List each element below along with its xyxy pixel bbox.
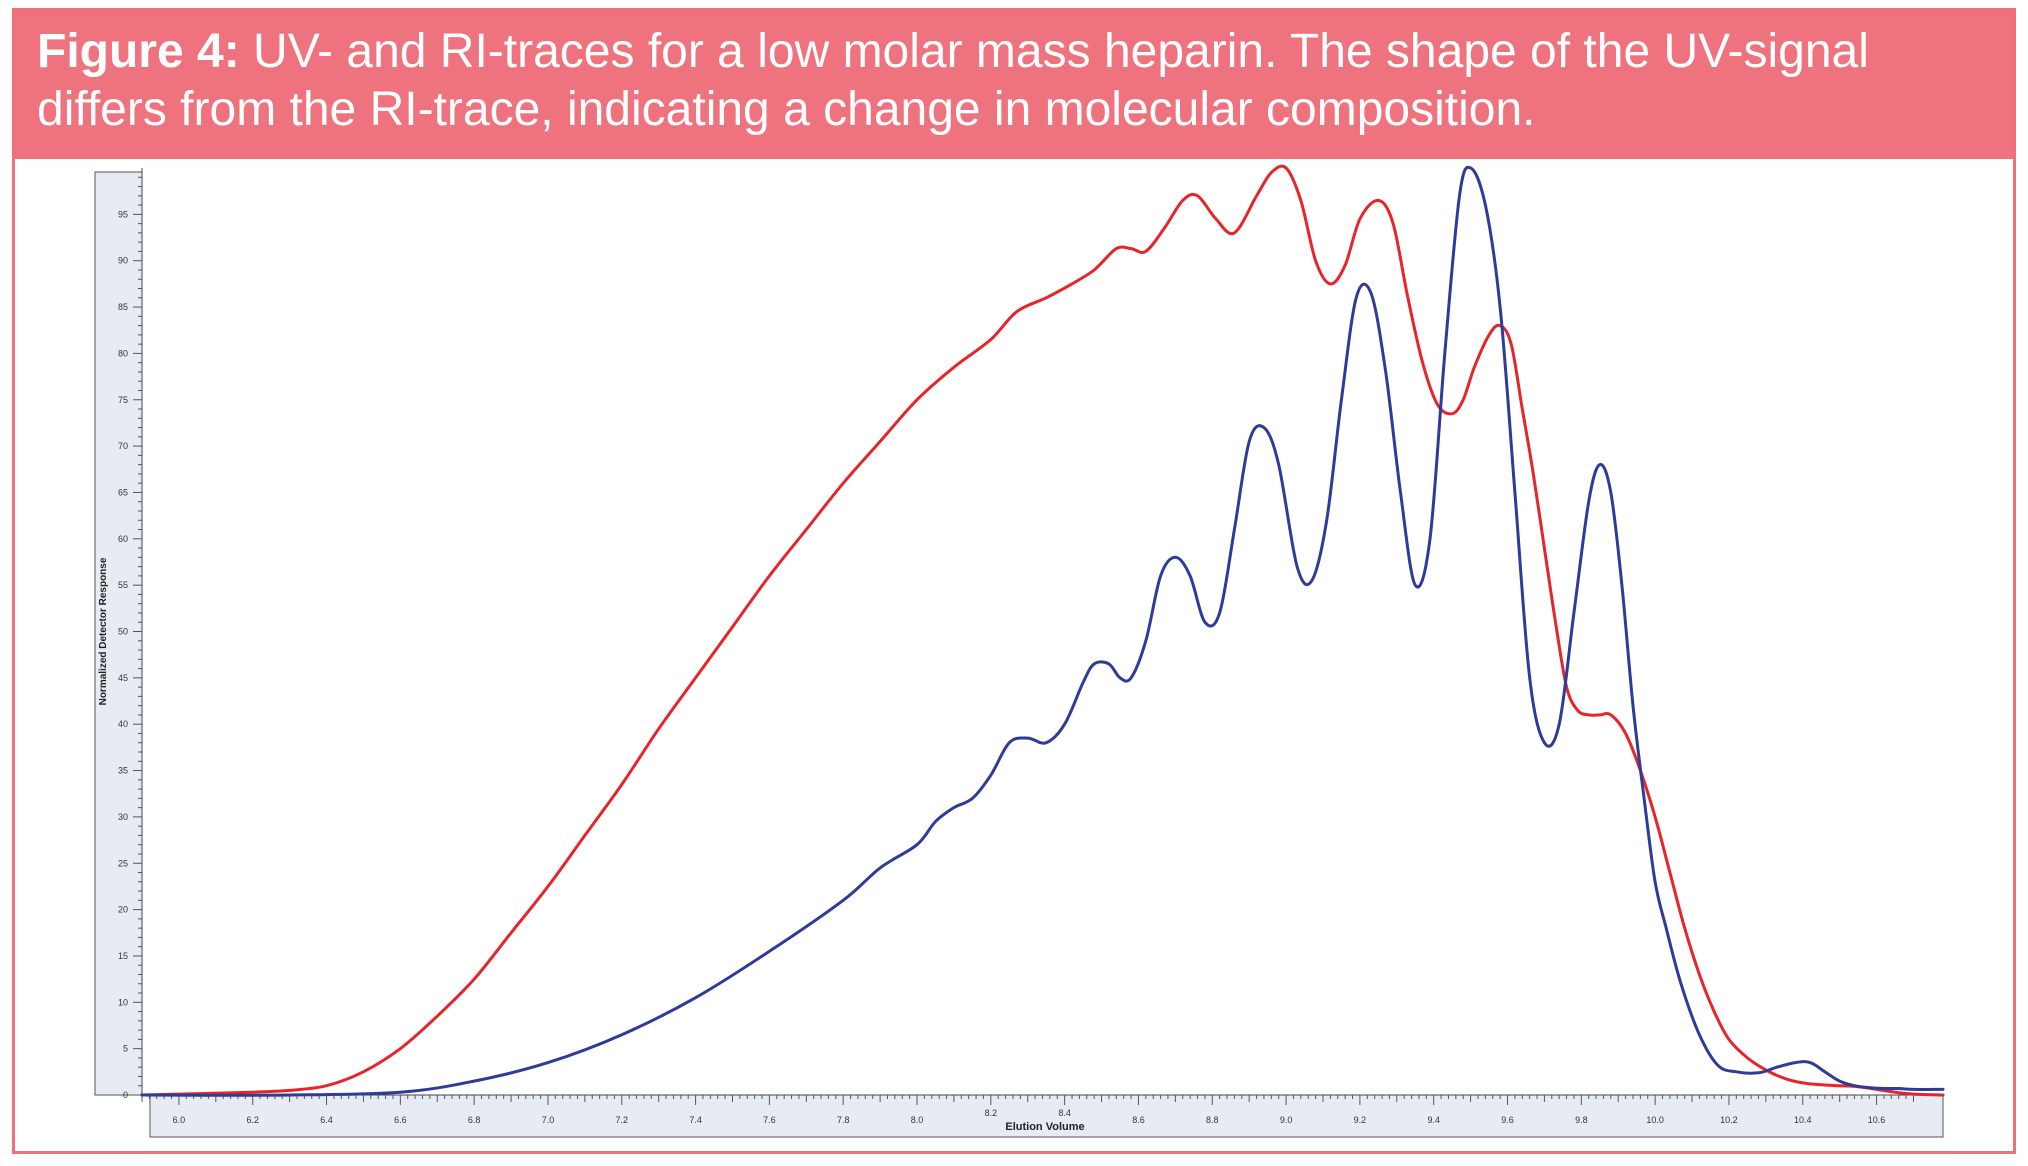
x-tick-label: 9.4 — [1427, 1115, 1440, 1125]
y-tick-label: 15 — [118, 951, 128, 961]
y-tick-label: 75 — [118, 395, 128, 405]
y-tick-label: 60 — [118, 534, 128, 544]
x-tick-label: 8.0 — [911, 1115, 924, 1125]
figure-frame: Figure 4: UV- and RI-traces for a low mo… — [12, 8, 2016, 1154]
caption-text: UV- and RI-traces for a low molar mass h… — [37, 25, 1869, 136]
x-tick-label: 10.0 — [1646, 1115, 1664, 1125]
x-tick-label: 9.6 — [1501, 1115, 1514, 1125]
x-tick-label: 7.0 — [542, 1115, 555, 1125]
figure-caption: Figure 4: UV- and RI-traces for a low mo… — [37, 23, 1997, 139]
x-tick-label: 9.0 — [1280, 1115, 1293, 1125]
x-tick-label: 6.8 — [468, 1115, 481, 1125]
x-tick-label: 7.2 — [616, 1115, 629, 1125]
x-tick-label: 6.2 — [246, 1115, 259, 1125]
y-tick-label: 30 — [118, 812, 128, 822]
x-tick-label: 7.6 — [763, 1115, 776, 1125]
uv-trace-line — [140, 165, 1945, 1097]
y-tick-label: 35 — [118, 766, 128, 776]
x-tick-label: 6.0 — [173, 1115, 186, 1125]
x-axis-panel-bg — [149, 1094, 1944, 1138]
x-tick-label: 7.8 — [837, 1115, 850, 1125]
x-tick-label: 6.4 — [320, 1115, 333, 1125]
x-tick-label: 8.6 — [1132, 1115, 1145, 1125]
y-tick-label: 50 — [118, 627, 128, 637]
y-tick-label: 65 — [118, 487, 128, 497]
x-tick-label: 8.8 — [1206, 1115, 1219, 1125]
y-tick-label: 40 — [118, 719, 128, 729]
y-tick-label: 80 — [118, 348, 128, 358]
y-axis-ticks: 0 5 10 15 20 25 30 35 40 45 50 55 60 65 70 75 80 85 90 95 — [118, 176, 142, 1100]
x-tick-label: 7.4 — [689, 1115, 702, 1125]
y-axis-panel-bg — [94, 171, 143, 1096]
y-axis-label: Normalized Detector Response — [98, 557, 109, 705]
x-tick-label: 8.4 — [1058, 1108, 1071, 1118]
y-tick-label: 85 — [118, 302, 128, 312]
y-tick-label: 10 — [118, 997, 128, 1007]
x-tick-label: 8.2 — [985, 1108, 998, 1118]
y-axis-panel — [94, 168, 143, 1096]
series-group — [140, 164, 1945, 1097]
x-tick-label: 10.6 — [1868, 1115, 1886, 1125]
y-tick-label: 55 — [118, 580, 128, 590]
y-tick-label: 90 — [118, 256, 128, 266]
x-tick-label: 10.4 — [1794, 1115, 1812, 1125]
x-tick-label: 6.6 — [394, 1115, 407, 1125]
y-tick-label: 20 — [118, 905, 128, 915]
y-tick-label: 45 — [118, 673, 128, 683]
y-tick-label: 25 — [118, 858, 128, 868]
x-tick-label: 10.2 — [1720, 1115, 1738, 1125]
caption-band: Figure 4: UV- and RI-traces for a low mo… — [15, 11, 2013, 159]
y-tick-label: 0 — [123, 1090, 128, 1100]
x-axis-label: Elution Volume — [1005, 1121, 1084, 1133]
y-tick-label: 95 — [118, 209, 128, 219]
ri-trace-line — [140, 164, 1945, 1097]
caption-label: Figure 4: — [37, 25, 240, 78]
y-tick-label: 70 — [118, 441, 128, 451]
x-axis-panel — [142, 1094, 1944, 1138]
x-tick-label: 9.2 — [1354, 1115, 1367, 1125]
y-tick-label: 5 — [123, 1044, 128, 1054]
x-tick-label: 9.8 — [1575, 1115, 1588, 1125]
